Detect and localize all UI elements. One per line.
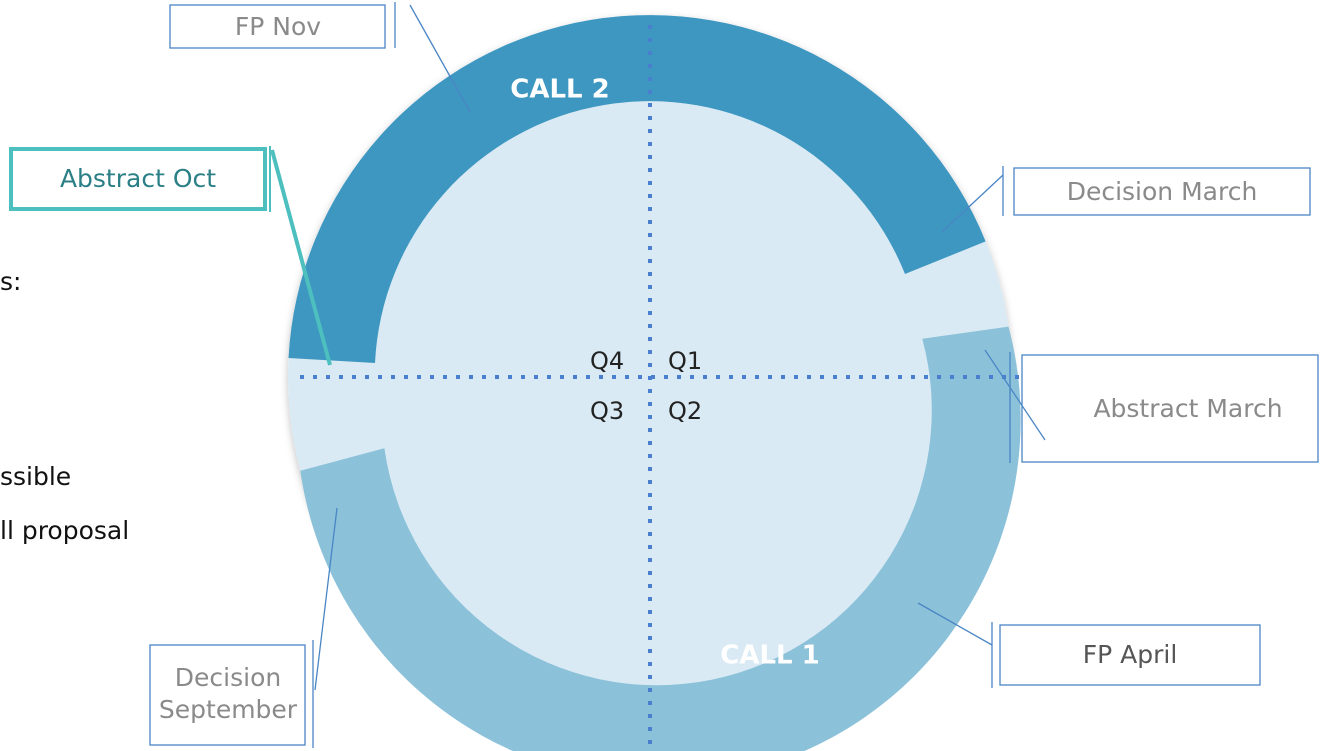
call-1-arc	[300, 326, 1021, 751]
callout-box	[149, 644, 306, 746]
callout-leader	[917, 602, 993, 646]
callout-label: FP Nov	[235, 12, 321, 41]
callout-leader	[314, 507, 338, 691]
side-text: s:	[0, 267, 21, 296]
quarter-label: Q4	[590, 347, 624, 375]
quarter-label: Q3	[590, 397, 624, 425]
call-2-arc	[288, 15, 986, 363]
callout-label: Abstract Oct	[60, 164, 216, 193]
callout-leader	[984, 349, 1046, 441]
callout-label: Abstract March	[1093, 394, 1282, 423]
quarter-label: Q2	[668, 397, 702, 425]
callout-box	[169, 4, 386, 49]
callout-box	[9, 147, 267, 211]
callout-box	[1013, 167, 1311, 216]
callout-leader	[409, 4, 471, 113]
callout-label: Decision March	[1067, 177, 1258, 206]
callout-leader	[270, 149, 332, 366]
side-text: ll proposal	[0, 516, 129, 545]
callout-leader	[941, 174, 1004, 233]
call-label: CALL 1	[720, 641, 819, 671]
quarter-label: Q1	[668, 347, 702, 375]
callout-label: FP April	[1083, 640, 1178, 669]
call-label: CALL 2	[510, 75, 609, 105]
callout-label: Decision September	[159, 663, 298, 724]
side-text: ssible	[0, 462, 71, 491]
callout-box	[1021, 354, 1319, 463]
callout-box	[999, 624, 1261, 686]
